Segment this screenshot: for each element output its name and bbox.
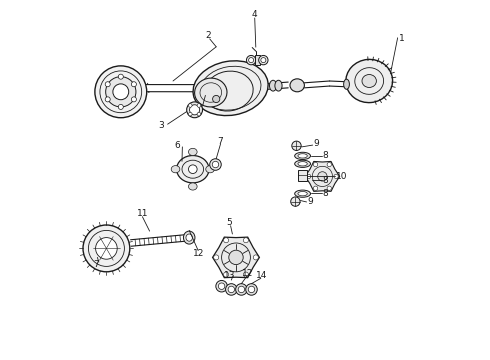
Circle shape [253,255,258,260]
Circle shape [214,255,219,260]
Circle shape [189,112,192,116]
Ellipse shape [171,166,180,173]
Ellipse shape [298,162,307,166]
Circle shape [105,97,110,102]
Text: 2: 2 [205,31,211,40]
Ellipse shape [294,152,311,159]
Text: 11: 11 [137,209,148,217]
Circle shape [118,74,123,79]
Circle shape [210,159,221,170]
Circle shape [219,283,225,289]
Circle shape [238,286,245,293]
Circle shape [96,238,117,259]
Text: 9: 9 [314,139,319,148]
Text: 8: 8 [323,151,328,160]
Ellipse shape [346,59,392,103]
Polygon shape [305,161,340,192]
Circle shape [307,174,311,179]
Ellipse shape [193,61,268,116]
Text: 9: 9 [307,197,313,207]
Circle shape [261,58,266,63]
Text: 14: 14 [256,271,268,280]
Ellipse shape [290,79,304,92]
Circle shape [106,77,136,107]
Circle shape [318,172,327,181]
Circle shape [83,225,130,272]
Ellipse shape [275,80,282,91]
Text: 13: 13 [224,271,236,280]
Text: 6: 6 [175,140,180,150]
Circle shape [292,141,301,150]
Circle shape [189,165,197,174]
Ellipse shape [362,75,376,87]
Circle shape [213,95,220,103]
Polygon shape [213,237,259,278]
Ellipse shape [343,79,349,89]
Circle shape [105,82,110,87]
Text: 7: 7 [218,136,223,145]
Circle shape [131,97,136,102]
Circle shape [245,284,257,295]
Circle shape [314,162,318,167]
Ellipse shape [186,234,193,241]
Ellipse shape [195,78,227,107]
Ellipse shape [270,80,277,91]
Circle shape [113,84,129,100]
Circle shape [118,104,123,109]
Text: 10: 10 [336,172,347,181]
Ellipse shape [294,160,311,167]
Circle shape [212,161,219,168]
Ellipse shape [183,231,195,244]
Circle shape [248,58,254,63]
Circle shape [225,284,237,295]
Circle shape [259,55,268,65]
Circle shape [291,197,300,206]
Bar [298,170,307,181]
Circle shape [229,250,243,265]
Circle shape [314,186,318,190]
Circle shape [189,104,192,107]
Text: 8: 8 [323,189,328,198]
Circle shape [190,105,199,115]
Circle shape [327,186,331,190]
Circle shape [197,112,201,116]
Circle shape [228,286,235,293]
Text: 8: 8 [323,176,328,185]
Circle shape [246,55,256,65]
Ellipse shape [189,148,197,156]
Text: 5: 5 [227,217,232,227]
Text: 7: 7 [93,260,99,269]
Circle shape [223,272,229,277]
Text: 4: 4 [252,10,258,19]
Circle shape [187,102,202,118]
Bar [255,55,261,65]
Ellipse shape [298,192,307,196]
Circle shape [236,284,247,295]
Circle shape [327,162,331,167]
Circle shape [248,286,255,293]
Circle shape [95,66,147,118]
Circle shape [244,238,248,243]
Text: 1: 1 [399,34,405,43]
Text: 12: 12 [193,249,204,258]
Circle shape [131,82,136,87]
Circle shape [334,174,338,179]
Ellipse shape [294,190,311,197]
Circle shape [216,280,227,292]
Circle shape [223,238,229,243]
Ellipse shape [298,154,307,158]
Circle shape [244,272,248,277]
Ellipse shape [176,156,209,183]
Ellipse shape [189,183,197,190]
Text: 3: 3 [159,121,164,130]
Text: 12: 12 [242,269,253,278]
Circle shape [197,104,201,107]
Ellipse shape [206,166,215,173]
